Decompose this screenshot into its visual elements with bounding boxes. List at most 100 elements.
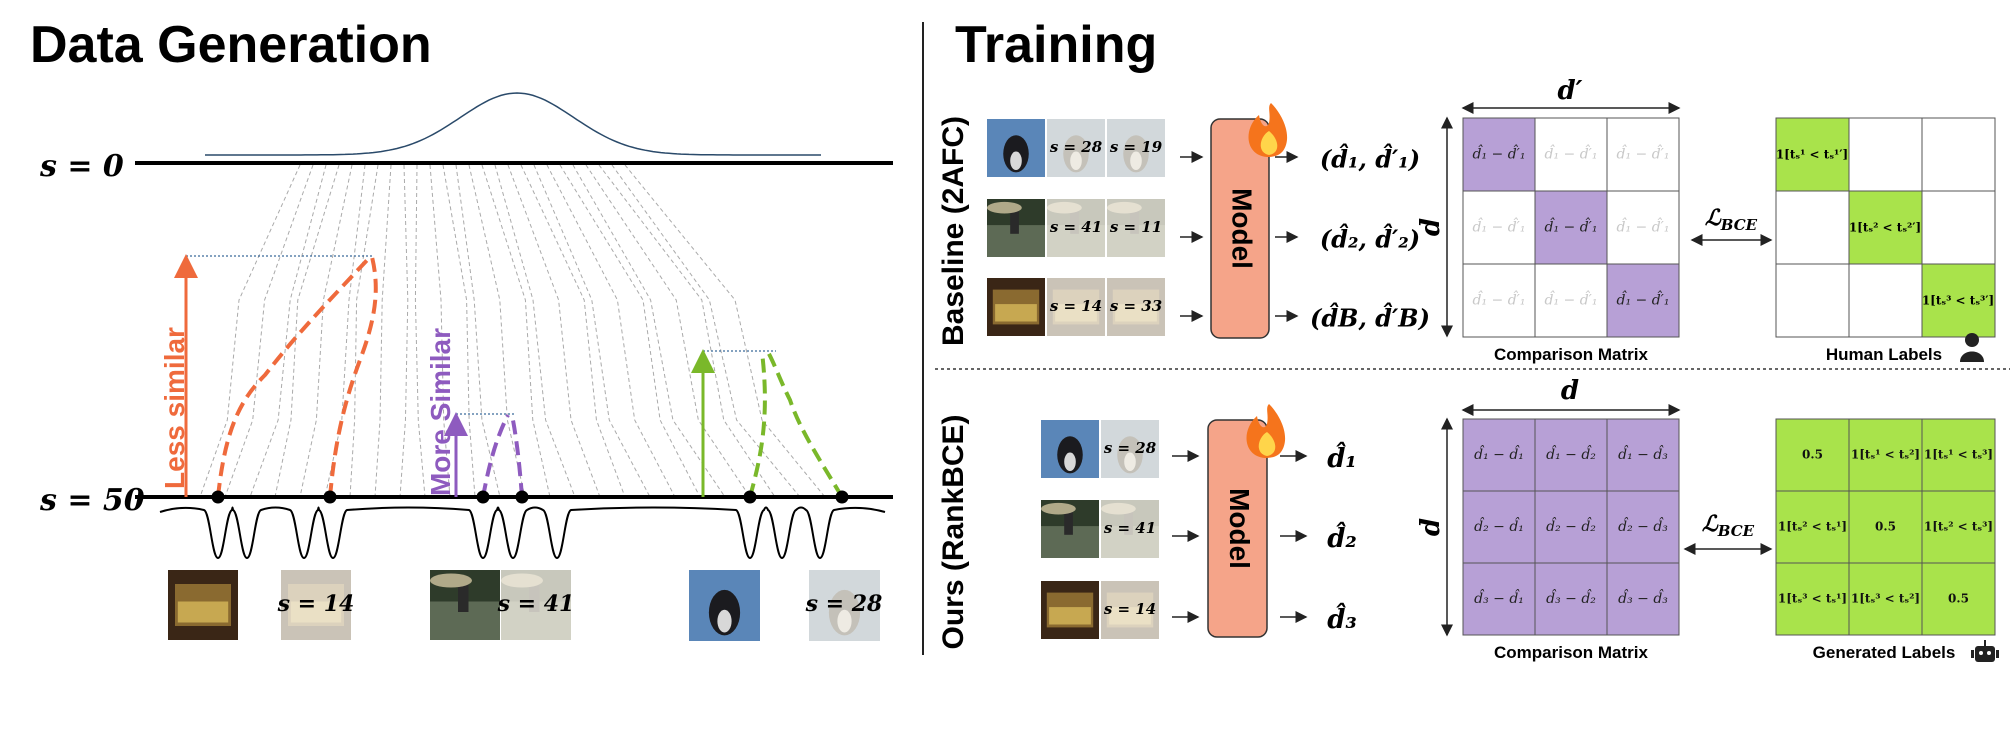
sample-dot <box>743 490 757 504</box>
input-image <box>1047 119 1105 177</box>
math-text: d̂₁ − d̂₁ <box>1474 444 1524 463</box>
trajectory <box>442 164 476 498</box>
trajectory <box>199 164 301 498</box>
highlight-trajectory <box>510 414 524 498</box>
more-similar-label: More Similar <box>425 328 456 496</box>
noise-level-label: s = 28 <box>805 591 883 617</box>
right-title: Training <box>955 16 1157 74</box>
trajectory <box>520 164 626 498</box>
input-image <box>987 119 1045 177</box>
trajectory <box>507 164 601 498</box>
input-image <box>1101 420 1159 478</box>
math-text: 1[tₛ¹ < tₛ²] <box>1851 448 1920 462</box>
tile-noise <box>1101 581 1159 639</box>
math-text: d̂₁ − d̂′₁ <box>1473 216 1526 235</box>
trajectory <box>324 164 366 498</box>
model-box <box>1210 118 1270 339</box>
trajectory <box>349 164 379 498</box>
loss-subscript: BCE <box>1717 522 1755 540</box>
math-text: d̂₁ − d̂′₁ <box>1545 143 1598 162</box>
tile-noise <box>281 570 351 640</box>
matrix-cell <box>1606 117 1680 192</box>
math-text: 0.5 <box>1875 520 1896 534</box>
input-image <box>1041 581 1099 639</box>
matrix-cell <box>1534 418 1608 492</box>
tile-noise <box>1107 199 1165 257</box>
noise-level-label: s = 19 <box>1110 138 1163 156</box>
tile-shape <box>1064 511 1073 535</box>
math-text: d <box>1561 376 1579 406</box>
less-similar-label: Less similar <box>159 327 190 489</box>
math-text: 1[tₛ³ < tₛ³′] <box>1922 294 1994 308</box>
person-icon <box>1965 333 1979 347</box>
tile-noise <box>1107 119 1165 177</box>
noise-level-label: s = 41 <box>497 591 575 617</box>
highlight-trajectory <box>748 351 767 498</box>
input-image <box>1107 278 1165 336</box>
math-text: d̂₁ − d̂′₁ <box>1545 216 1598 235</box>
math-text: d̂₁ − d̂′₁ <box>1617 143 1670 162</box>
tile-noise <box>1047 119 1105 177</box>
label-cell <box>1921 263 1996 338</box>
math-text: d̂₂ − d̂₁ <box>1474 516 1524 535</box>
tile-shape <box>987 201 1022 214</box>
tile-shape <box>458 584 469 612</box>
math-text: d̂₁ − d̂′₁ <box>1545 289 1598 308</box>
trajectory <box>399 164 409 498</box>
matrix-cell <box>1462 190 1536 265</box>
trajectory <box>598 164 776 498</box>
noise-level-label: s = 41 <box>1050 218 1102 236</box>
flame-inner <box>1258 432 1276 456</box>
matrix-cell <box>1534 190 1608 265</box>
sample-dot <box>323 490 337 504</box>
math-text: 1[tₛ² < tₛ¹] <box>1778 520 1847 534</box>
density-wave <box>159 506 886 560</box>
sample-image <box>430 570 500 640</box>
tile-shape <box>177 601 229 623</box>
label-cell <box>1848 263 1923 338</box>
label-cell <box>1775 190 1850 265</box>
caption: Comparison Matrix <box>1494 345 1649 364</box>
loss-label: ℒBCE <box>1702 511 1755 540</box>
gaussian-curve <box>205 92 821 156</box>
loss-symbol: ℒ <box>1705 205 1722 231</box>
input-image <box>1107 119 1165 177</box>
tile-shape <box>1049 607 1091 625</box>
flame-inner <box>1260 131 1278 155</box>
noise-level-label: s = 33 <box>1110 297 1162 315</box>
s50-label: s = 50 <box>39 483 145 518</box>
matrix-cell <box>1606 562 1680 636</box>
tile-noise <box>1101 420 1159 478</box>
tile-noise <box>1101 500 1159 558</box>
trajectory <box>455 164 501 498</box>
tile-shape <box>1064 452 1076 472</box>
trajectory <box>274 164 340 498</box>
input-image <box>1041 500 1099 558</box>
highlight-trajectory <box>216 255 372 498</box>
math-text: d̂₃ − d̂₁ <box>1474 588 1524 607</box>
sample-dot <box>835 490 849 504</box>
matrix-cell <box>1848 418 1923 492</box>
input-image <box>1047 278 1105 336</box>
matrix-cell <box>1462 263 1536 338</box>
tile-noise <box>1047 278 1105 336</box>
label-cell <box>1848 117 1923 192</box>
matrix-cell <box>1921 490 1996 564</box>
highlight-trajectory <box>328 256 378 498</box>
math-text: d̂₂ <box>1327 521 1357 554</box>
matrix-cell <box>1534 562 1608 636</box>
flame-icon <box>1248 103 1288 157</box>
label-cell <box>1848 190 1923 265</box>
tile-noise <box>1107 278 1165 336</box>
math-text: d̂₁ <box>1327 441 1357 474</box>
math-text: d <box>1416 518 1446 536</box>
left-title: Data Generation <box>30 16 432 74</box>
label-cell <box>1921 190 1996 265</box>
noise-level-label: s = 14 <box>1050 297 1102 315</box>
math-text: d̂₃ <box>1327 602 1357 635</box>
matrix-cell <box>1462 562 1536 636</box>
matrix-cell <box>1848 490 1923 564</box>
noise-level-label: s = 11 <box>1110 218 1162 236</box>
tile-shape <box>995 304 1037 322</box>
